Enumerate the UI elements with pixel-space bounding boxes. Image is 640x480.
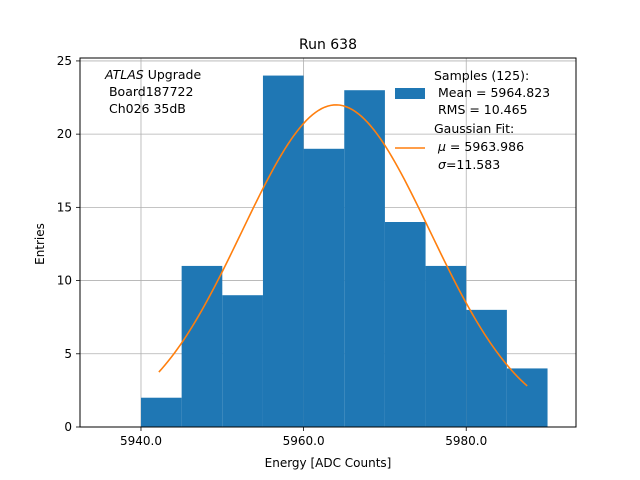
legend-samples-mean: Mean = 5964.823	[434, 85, 550, 100]
histogram-bar	[344, 90, 385, 427]
legend-fit-mu-symbol: μ	[437, 139, 446, 154]
histogram-bar	[262, 75, 304, 428]
legend: Samples (125): Mean = 5964.823 RMS = 10.…	[395, 68, 550, 172]
annotation-box: ATLAS Upgrade Board187722 Ch026 35dB	[104, 67, 201, 116]
annotation-board: Board187722	[105, 84, 193, 99]
gaussian-fit-curve	[158, 104, 528, 387]
histogram-bar	[384, 222, 426, 427]
histogram-bar	[181, 265, 223, 427]
axis-ticks: 5940.0 5960.0 5980.0 0 5 10 15 20 25	[57, 54, 488, 448]
legend-fit-title: Gaussian Fit:	[434, 121, 514, 136]
x-tick-label: 5940.0	[120, 434, 162, 448]
y-tick-label: 0	[64, 420, 72, 434]
annotation-experiment-suffix: Upgrade	[144, 67, 202, 82]
plot-frame	[79, 57, 577, 428]
y-tick-label: 5	[64, 347, 72, 361]
legend-samples-rms: RMS = 10.465	[434, 102, 528, 117]
y-tick-label: 25	[57, 54, 72, 68]
histogram-bar	[506, 368, 548, 427]
x-tick-label: 5960.0	[283, 434, 325, 448]
fit-line	[158, 104, 528, 387]
histogram-bar	[425, 265, 467, 427]
y-tick-label: 10	[57, 274, 72, 288]
y-tick-label: 20	[57, 127, 72, 141]
legend-fit-mu-value: = 5963.986	[446, 139, 524, 154]
annotation-experiment-line: ATLAS Upgrade	[104, 67, 201, 82]
legend-fit-mu: μ = 5963.986	[437, 139, 524, 154]
histogram-bar	[303, 148, 345, 428]
histogram-bars	[140, 75, 548, 428]
histogram-bar	[140, 397, 182, 427]
y-tick-label: 15	[57, 200, 72, 214]
x-axis-label: Energy [ADC Counts]	[265, 456, 392, 470]
legend-fit-sigma: σ=11.583	[438, 157, 500, 172]
y-axis-label: Entries	[33, 223, 47, 265]
chart-title: Run 638	[299, 37, 357, 53]
annotation-channel: Ch026 35dB	[105, 101, 186, 116]
histogram-bar	[466, 309, 507, 427]
x-tick-label: 5980.0	[445, 434, 487, 448]
annotation-experiment: ATLAS	[104, 67, 144, 82]
legend-fit-sigma-value: =11.583	[446, 157, 500, 172]
histogram-bar	[222, 295, 263, 427]
legend-fit-sigma-symbol: σ	[438, 157, 447, 172]
legend-samples-title: Samples (125):	[434, 68, 529, 83]
legend-histogram-swatch	[395, 88, 425, 99]
